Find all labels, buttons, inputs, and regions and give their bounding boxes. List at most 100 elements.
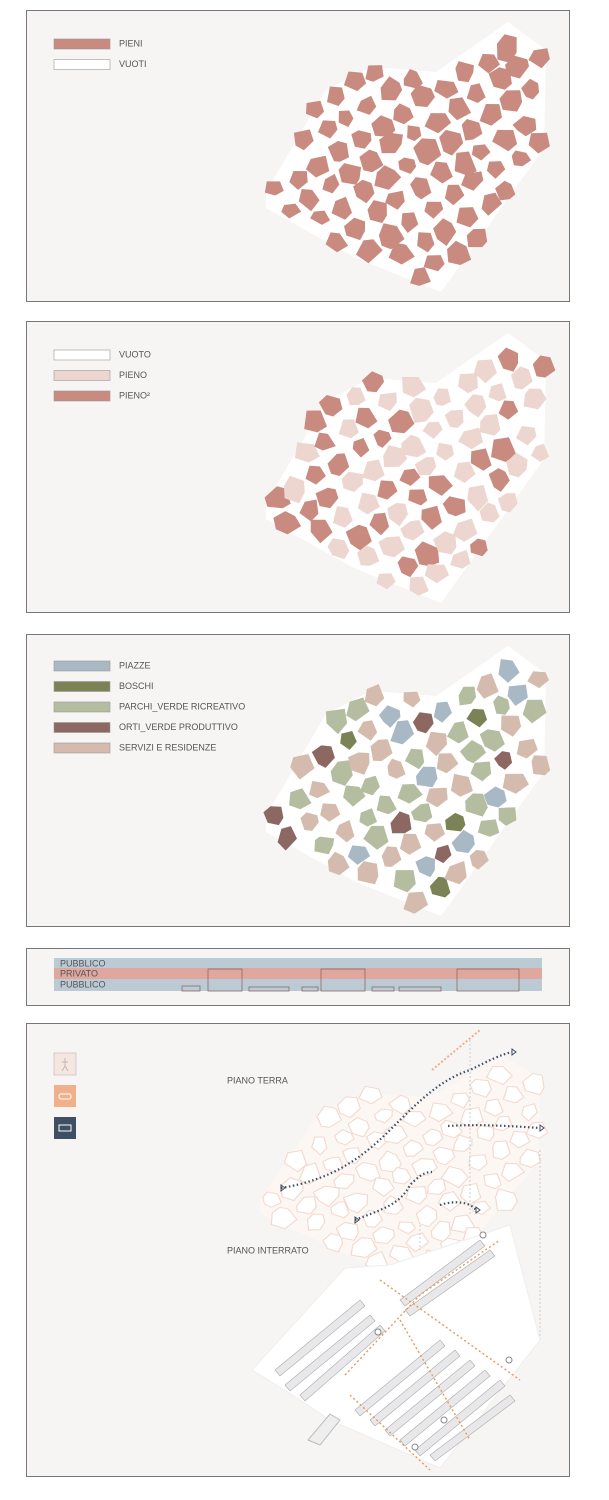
block	[450, 773, 473, 797]
block	[314, 836, 335, 855]
block	[498, 659, 520, 683]
block	[357, 492, 380, 515]
block	[401, 212, 419, 233]
block	[428, 1102, 454, 1123]
block	[424, 113, 452, 134]
block	[401, 434, 427, 458]
block	[422, 421, 443, 439]
block	[424, 823, 445, 842]
block	[461, 171, 484, 191]
block	[415, 1204, 438, 1228]
block	[495, 180, 516, 201]
block	[473, 359, 497, 384]
block	[523, 388, 547, 410]
legend-label: PIAZZE	[119, 660, 151, 670]
block	[365, 65, 384, 82]
block	[521, 1103, 538, 1122]
block	[459, 740, 487, 764]
block	[383, 445, 408, 467]
block	[399, 833, 422, 855]
block	[528, 132, 550, 154]
block	[378, 536, 405, 558]
block	[477, 819, 500, 837]
block	[498, 400, 519, 420]
block	[421, 1128, 444, 1147]
block	[450, 1092, 470, 1109]
block	[492, 129, 518, 152]
legend-swatch	[53, 681, 111, 692]
block	[400, 520, 425, 541]
block	[370, 739, 393, 762]
parking-row	[404, 1249, 496, 1317]
level-label: PIANO INTERRATO	[227, 1245, 309, 1255]
parking-row	[284, 1314, 376, 1392]
legend-label: PARCHI_VERDE RICREATIVO	[119, 701, 245, 711]
block	[479, 104, 502, 126]
legend-swatch	[53, 701, 111, 713]
block	[414, 541, 440, 567]
block	[336, 1096, 361, 1119]
block	[306, 1213, 326, 1231]
block	[356, 95, 377, 115]
block	[352, 438, 370, 458]
block	[436, 753, 459, 774]
legend-swatch	[53, 390, 111, 402]
legend-swatch	[53, 38, 111, 50]
icon-glyph	[58, 1093, 72, 1100]
block	[410, 267, 431, 286]
block	[346, 387, 366, 406]
block	[425, 731, 447, 757]
block	[393, 103, 414, 125]
block	[333, 1128, 355, 1146]
block	[488, 468, 510, 492]
block	[501, 715, 522, 737]
block	[486, 161, 506, 179]
building	[301, 986, 319, 992]
block	[378, 392, 397, 411]
block	[403, 69, 423, 89]
block	[522, 699, 547, 724]
block	[451, 829, 475, 853]
block	[383, 1195, 405, 1215]
block	[413, 138, 442, 166]
block	[357, 861, 379, 885]
block	[354, 1161, 381, 1182]
block	[499, 90, 523, 112]
block	[402, 1139, 424, 1157]
block	[401, 1110, 427, 1128]
band-label: PUBBLICO	[60, 958, 106, 968]
block	[444, 409, 464, 428]
block	[411, 1158, 438, 1177]
section: PUBBLICO PRIVATO PUBBLICO	[54, 958, 542, 992]
block	[425, 787, 448, 808]
block	[374, 165, 402, 190]
block	[390, 720, 415, 745]
map	[264, 333, 556, 603]
block	[318, 395, 343, 417]
block	[433, 701, 452, 723]
legend-swatch	[53, 59, 111, 70]
block	[470, 448, 492, 471]
block	[437, 1190, 462, 1212]
block	[387, 503, 408, 527]
block	[330, 760, 353, 786]
parking-row	[399, 1239, 486, 1307]
block	[264, 486, 291, 509]
block	[450, 549, 471, 569]
block	[325, 232, 349, 253]
block	[407, 125, 422, 142]
block	[299, 499, 319, 522]
block	[488, 383, 507, 402]
block	[466, 228, 488, 248]
block	[335, 1221, 359, 1241]
block	[397, 556, 419, 578]
block	[330, 1201, 350, 1219]
block	[521, 1072, 545, 1096]
block	[284, 475, 305, 504]
block	[434, 844, 452, 864]
route-end	[475, 1206, 481, 1214]
block	[417, 232, 435, 253]
path-route	[354, 1170, 433, 1222]
block	[527, 671, 549, 689]
block	[311, 745, 335, 768]
